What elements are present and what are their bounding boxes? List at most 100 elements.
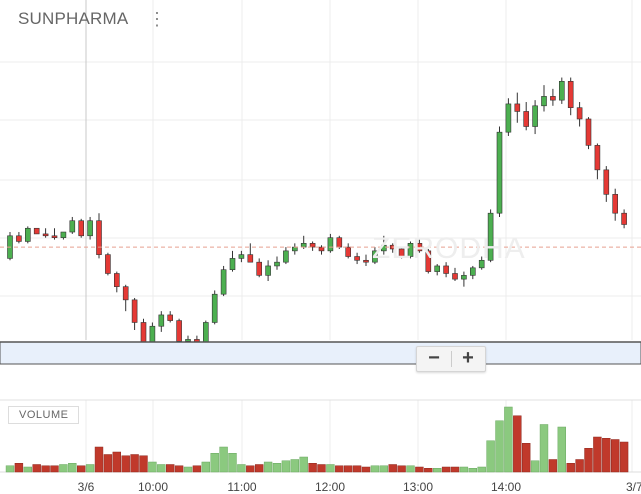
candle-body <box>567 81 574 108</box>
candle-body <box>345 246 352 257</box>
volume-bar <box>192 465 202 473</box>
volume-bar <box>486 440 495 473</box>
volume-bar <box>602 438 611 473</box>
candle-body <box>514 103 521 112</box>
volume-bar <box>352 465 362 473</box>
candle-body <box>176 320 182 342</box>
volume-bar <box>183 466 193 473</box>
navigator-band[interactable] <box>0 341 641 365</box>
volume-bar <box>68 463 77 473</box>
symbol-title[interactable]: SUNPHARMA <box>18 9 129 28</box>
candle-body <box>612 194 619 214</box>
volume-bar <box>522 443 531 473</box>
candle-body <box>60 231 67 238</box>
candle-body <box>274 261 280 267</box>
volume-bar <box>361 466 371 473</box>
candle-body <box>452 273 458 280</box>
zoom-controls: − + <box>416 346 486 372</box>
candle-body <box>541 96 547 107</box>
candle-body <box>398 248 405 257</box>
candle-body <box>327 237 334 252</box>
volume-bar <box>468 468 478 473</box>
candle-body <box>550 96 556 101</box>
x-axis-label: 3/6 <box>77 480 95 494</box>
volume-bar <box>148 461 157 473</box>
candle-body <box>318 246 325 252</box>
volume-bar <box>611 439 620 473</box>
candle-body <box>69 220 76 233</box>
volume-bar <box>201 461 211 473</box>
candle-body <box>576 107 583 120</box>
volume-bar <box>14 463 24 473</box>
zoom-out-button[interactable]: − <box>428 347 440 369</box>
candle-body <box>24 227 31 242</box>
volume-bar <box>41 465 50 473</box>
candle-body <box>621 212 627 225</box>
volume-bar <box>77 465 86 473</box>
volume-bar <box>157 464 166 473</box>
candle-body <box>523 111 530 127</box>
candle-body <box>558 81 565 101</box>
volume-bar <box>477 466 486 473</box>
volume-bar <box>299 456 308 473</box>
candle-body <box>469 267 476 276</box>
candle-body <box>229 258 236 271</box>
volume-bar <box>121 455 130 473</box>
volume-bar <box>130 454 139 473</box>
volume-bar <box>388 464 397 473</box>
zoom-divider <box>451 351 452 367</box>
volume-bar <box>139 455 148 473</box>
volume-bar <box>308 463 317 473</box>
volume-bar <box>575 459 584 473</box>
candle-body <box>185 339 191 342</box>
volume-bar <box>513 415 522 473</box>
x-axis-label: 14:00 <box>490 480 522 494</box>
candle-body <box>158 314 165 327</box>
x-axis-label: 10:00 <box>137 480 169 494</box>
volume-bar <box>530 460 540 473</box>
candle-body <box>167 314 173 321</box>
volume-bar <box>23 466 33 473</box>
volume-bar <box>317 464 326 473</box>
volume-bar <box>50 465 59 473</box>
volume-bar <box>593 436 602 473</box>
volume-bar <box>450 466 460 473</box>
volume-bar <box>557 426 566 473</box>
volume-bar <box>548 459 558 473</box>
candle-body <box>238 254 245 259</box>
volume-label: VOLUME <box>8 406 80 424</box>
volume-bar <box>59 464 68 473</box>
candle-body <box>140 322 147 344</box>
volume-bar <box>495 420 504 473</box>
x-axis-label: 12:00 <box>314 480 346 494</box>
candle-body <box>372 250 378 263</box>
volume-bar <box>424 468 433 473</box>
volume-bar <box>263 461 273 473</box>
volume-bar <box>370 465 380 473</box>
volume-bar <box>406 465 415 473</box>
volume-bar <box>397 465 406 473</box>
volume-bar <box>237 464 246 473</box>
candle-body <box>96 220 102 255</box>
volume-bar <box>166 464 175 473</box>
candle-body <box>283 250 289 263</box>
candle-body <box>33 227 40 235</box>
vertical-dots-icon[interactable]: ⋮ <box>148 9 166 29</box>
volume-bar <box>219 446 228 473</box>
candle-body <box>496 131 503 214</box>
candle-body <box>380 244 387 252</box>
candle-body <box>291 246 298 252</box>
zoom-in-button[interactable]: + <box>462 347 474 369</box>
candle-body <box>407 243 414 257</box>
watermark: ZERODHA <box>372 232 526 265</box>
volume-bar <box>103 454 113 473</box>
candle-body <box>131 299 138 323</box>
volume-bar <box>619 441 629 473</box>
candle-body <box>87 220 93 237</box>
candle-body <box>16 235 22 242</box>
volume-bar <box>433 468 442 473</box>
candle-body <box>247 254 254 263</box>
volume-bar <box>539 424 549 473</box>
volume-bar <box>281 460 291 473</box>
